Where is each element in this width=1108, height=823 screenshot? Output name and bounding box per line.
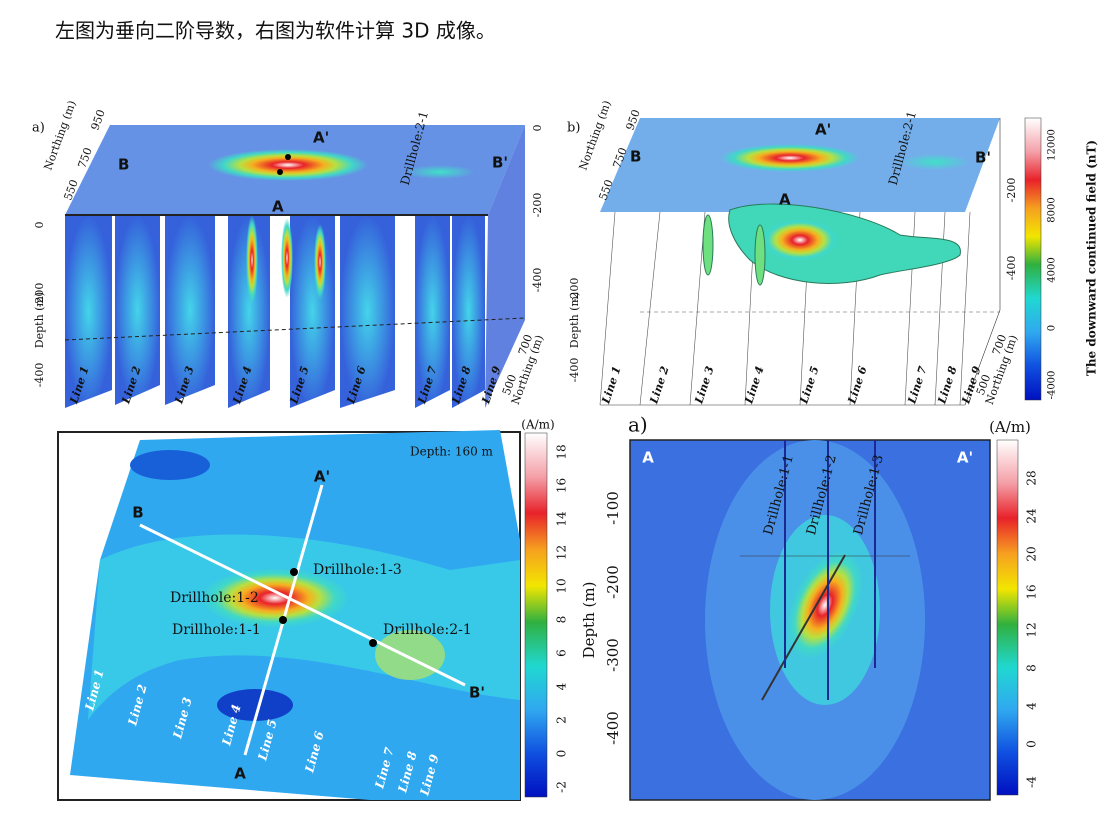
colorbar-tick: 12 <box>1025 622 1039 637</box>
point-label: B <box>118 156 129 174</box>
point-label: B' <box>492 154 508 172</box>
tick-label: -400 <box>33 363 46 388</box>
colorbar-tick: 18 <box>555 444 569 459</box>
point-label: A <box>642 449 654 467</box>
panel-section <box>629 439 1019 801</box>
colorbar-tick: -2 <box>555 781 569 793</box>
line-label: Line 7 <box>905 364 930 406</box>
colorbar-tick: 16 <box>555 478 569 493</box>
tick-label: -200 <box>568 278 581 303</box>
tick-label: -200 <box>604 565 622 599</box>
colorbar-tick: 2 <box>555 716 569 724</box>
colorbar-tick: 12 <box>555 545 569 560</box>
colorbar-tick: 4 <box>555 682 569 690</box>
point-label: A <box>272 198 284 216</box>
colorbar-tick: 8000 <box>1047 197 1058 222</box>
drillhole-label: Drillhole:1-3 <box>313 562 402 578</box>
colorbar-tick: 0 <box>1025 740 1039 748</box>
panel-label: b) <box>567 121 580 136</box>
point-label: A <box>779 191 791 209</box>
drillhole-label: Drillhole:2-1 <box>383 622 472 638</box>
tick-label: 0 <box>33 222 46 229</box>
tick-label: -400 <box>604 711 622 745</box>
tick-label: -200 <box>531 193 544 218</box>
axis-title: Northing (m) <box>576 99 613 172</box>
point-label: B <box>630 148 641 166</box>
tick-label: -400 <box>1005 256 1018 281</box>
point-label: A' <box>314 468 330 486</box>
colorbar-title: (A/m) <box>521 418 554 432</box>
colorbar-tick: 8 <box>1025 664 1039 672</box>
colorbar-tick: 0 <box>1047 325 1058 331</box>
colorbar-tick: 4000 <box>1047 257 1058 282</box>
colorbar-tick: -4 <box>1025 776 1039 788</box>
tick-label: -300 <box>604 638 622 672</box>
tick-label: 950 <box>88 108 107 132</box>
point-label: A <box>234 765 246 783</box>
drillhole-label: Drillhole:1-1 <box>172 622 261 638</box>
colorbar-tick: 14 <box>555 511 569 527</box>
panel-3d-imaging <box>599 117 1042 406</box>
line-label: Line 3 <box>692 364 717 406</box>
axis-title: Depth (m) <box>33 292 46 348</box>
point-label: B <box>132 504 143 522</box>
tick-label: 0 <box>531 125 544 132</box>
colorbar-title: (A/m) <box>989 418 1031 436</box>
tick-label: -200 <box>33 283 46 308</box>
panel-3d-derivative <box>64 125 526 408</box>
point-label: A' <box>313 129 329 147</box>
colorbar-tick: 10 <box>555 578 569 593</box>
tick-label: -100 <box>604 491 622 525</box>
caption: 左图为垂向二阶导数，右图为软件计算 3D 成像。 <box>55 19 496 43</box>
tick-label: -200 <box>1005 178 1018 203</box>
point-label: B' <box>975 149 991 167</box>
colorbar-tick: -4000 <box>1047 371 1058 400</box>
colorbar-tick: 0 <box>555 750 569 758</box>
point-label: A' <box>957 449 973 467</box>
drillhole-label: Drillhole:1-2 <box>170 590 259 606</box>
panel-label: a) <box>32 121 45 136</box>
colorbar-tick: 16 <box>1025 584 1039 599</box>
colorbar-tick: 12000 <box>1047 129 1058 161</box>
colorbar-tick: 28 <box>1025 470 1039 485</box>
point-label: A' <box>815 121 831 139</box>
line-label: Line 2 <box>647 364 672 406</box>
axis-title: Depth (m) <box>568 292 581 348</box>
axis-title: Depth (m) <box>580 582 598 659</box>
panel-map <box>57 430 548 801</box>
tick-label: -400 <box>568 358 581 383</box>
point-label: B' <box>469 684 485 702</box>
colorbar-tick: 6 <box>555 649 569 657</box>
colorbar-tick: 4 <box>1025 702 1039 710</box>
colorbar-tick: 8 <box>555 616 569 624</box>
depth-note: Depth: 160 m <box>410 445 494 459</box>
colorbar-tick: 24 <box>1025 508 1039 524</box>
line-label: Line 8 <box>935 364 960 406</box>
line-label: Line 6 <box>845 364 870 406</box>
panel-label: a) <box>628 413 648 437</box>
colorbar-tick: 20 <box>1025 546 1039 561</box>
tick-label: -400 <box>531 268 544 293</box>
axis-title: Northing (m) <box>41 99 78 172</box>
colorbar-title: The downward continued field (nT) <box>1085 140 1099 376</box>
